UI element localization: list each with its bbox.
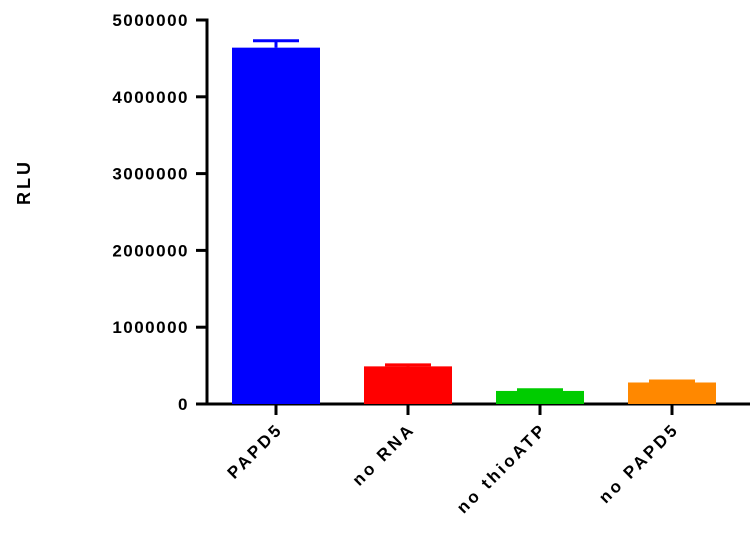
bar	[628, 382, 716, 404]
y-tick-label: 0	[178, 395, 189, 414]
y-axis: 0 1000000 2000000 3000000 4000000 5000000	[112, 11, 209, 414]
y-tick-label: 3000000	[112, 165, 189, 184]
y-tick-label: 5000000	[112, 11, 189, 30]
category-label: PAPD5	[224, 419, 287, 482]
category-label: no thioATP	[453, 419, 551, 517]
category-label: no RNA	[349, 419, 419, 489]
category-labels: PAPD5 no RNA no thioATP no PAPD5	[224, 419, 683, 517]
y-tick-label: 1000000	[112, 318, 189, 337]
y-axis-title: RLU	[14, 159, 34, 205]
bar	[364, 366, 452, 404]
error-bars	[253, 39, 695, 392]
x-axis	[205, 402, 750, 415]
bars	[232, 47, 716, 404]
category-label: no PAPD5	[595, 419, 683, 507]
bar	[232, 47, 320, 404]
bar	[496, 390, 584, 404]
y-tick-label: 4000000	[112, 88, 189, 107]
y-tick-label: 2000000	[112, 241, 189, 260]
